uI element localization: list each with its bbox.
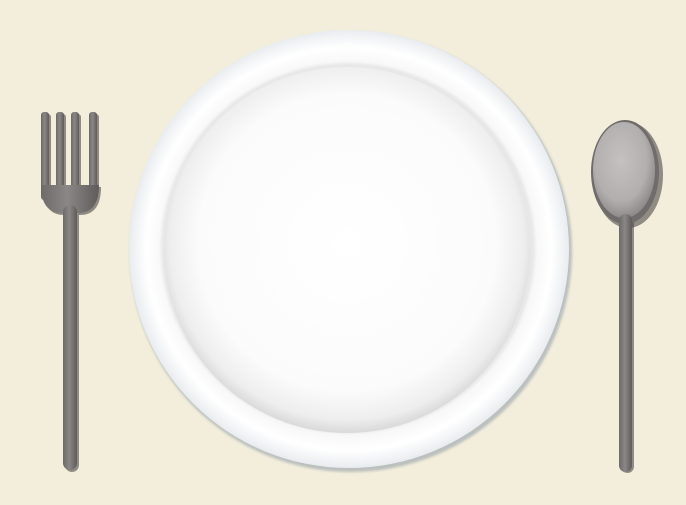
plate-icon bbox=[129, 30, 572, 472]
spoon-icon bbox=[591, 120, 663, 473]
fork-icon bbox=[41, 112, 101, 472]
